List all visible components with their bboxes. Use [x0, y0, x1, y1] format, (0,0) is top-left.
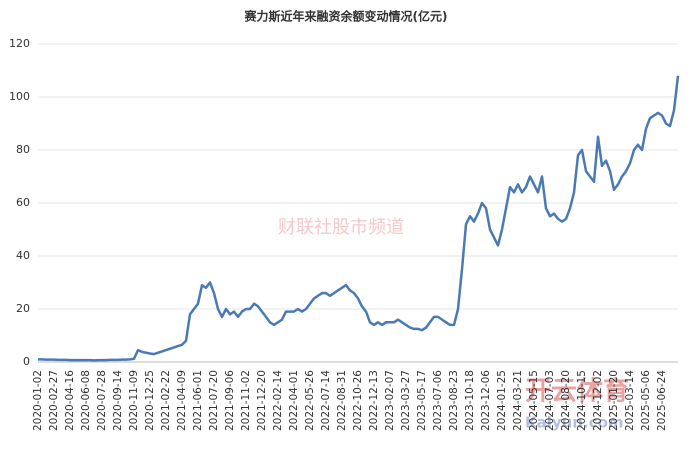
x-tick-label: 2023-05-17 — [416, 370, 428, 431]
x-tick-label: 2020-06-08 — [80, 370, 92, 431]
x-tick-label: 2024-07-03 — [544, 370, 556, 431]
line — [38, 75, 680, 362]
x-tick-label: 2022-05-26 — [304, 370, 316, 431]
x-tick-label: 2021-04-09 — [176, 370, 188, 431]
watermark: 开云体育 — [525, 376, 629, 407]
y-tick-label: 40 — [16, 249, 30, 262]
x-tick-label: 2024-10-15 — [576, 370, 588, 431]
x-tick-label: 2025-01-20 — [608, 370, 620, 431]
y-tick-label: 100 — [9, 90, 30, 103]
x-tick-label: 2022-07-14 — [320, 370, 332, 431]
x-tick-label: 2024-12-02 — [592, 370, 604, 431]
x-tick-label: 2023-08-23 — [448, 370, 460, 431]
x-tick-label: 2024-01-25 — [496, 370, 508, 431]
x-tick-label: 2021-02-22 — [160, 370, 172, 431]
y-tick-label: 20 — [16, 302, 30, 315]
y-tick-label: 80 — [16, 143, 30, 156]
y-tick-label: 120 — [9, 37, 30, 50]
x-tick-label: 2022-04-01 — [288, 370, 300, 431]
x-tick-label: 2020-11-09 — [128, 370, 140, 431]
x-tick-label: 2021-06-01 — [192, 370, 204, 431]
x-tick-label: 2023-07-06 — [432, 370, 444, 431]
x-tick-label: 2025-03-14 — [624, 370, 636, 431]
x-tick-label: 2023-12-06 — [480, 370, 492, 431]
x-tick-label: 2022-08-31 — [336, 370, 348, 431]
x-tick-label: 2020-04-16 — [64, 370, 76, 431]
x-tick-label: 2025-05-06 — [640, 370, 652, 431]
x-tick-label: 2021-07-20 — [208, 370, 220, 431]
x-tick-label: 2022-02-14 — [272, 370, 284, 431]
chart-title: 赛力斯近年来融资余额变动情况(亿元) — [244, 9, 448, 24]
x-tick-label: 2024-03-21 — [512, 370, 524, 431]
x-tick-label: 2024-08-20 — [560, 370, 572, 431]
watermark: 财联社股市频道 — [278, 217, 404, 238]
x-tick-label: 2020-09-14 — [112, 370, 124, 431]
x-tick-label: 2023-02-07 — [384, 370, 396, 431]
x-tick-label: 2025-06-24 — [656, 370, 668, 431]
y-tick-label: 0 — [23, 355, 30, 368]
x-tick-label: 2020-12-25 — [144, 370, 156, 431]
x-tick-label: 2021-11-02 — [240, 370, 252, 431]
x-tick-label: 2021-09-06 — [224, 370, 236, 431]
x-tick-label: 2021-12-20 — [256, 370, 268, 431]
x-tick-label: 2020-07-28 — [96, 370, 108, 431]
watermark: Kaiyun.com — [525, 414, 624, 432]
x-tick-label: 2023-10-18 — [464, 370, 476, 431]
x-tick-label: 2022-10-26 — [352, 370, 364, 431]
x-tick-label: 2020-01-02 — [32, 370, 44, 431]
y-tick-label: 60 — [16, 196, 30, 209]
x-tick-label: 2022-12-13 — [368, 370, 380, 431]
x-tick-label: 2023-03-27 — [400, 370, 412, 431]
x-tick-label: 2024-05-15 — [528, 370, 540, 431]
x-tick-label: 2020-02-27 — [48, 370, 60, 431]
